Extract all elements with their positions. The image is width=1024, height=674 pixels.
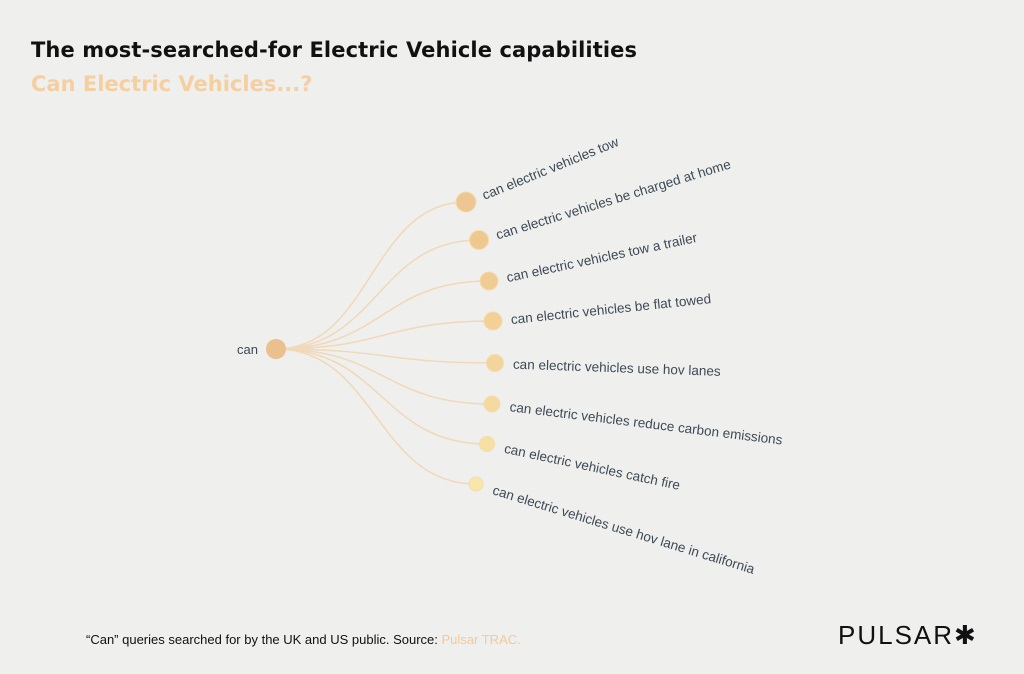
pulsar-logo: PULSAR✱ [838, 620, 978, 650]
source-link[interactable]: Pulsar TRAC. [441, 632, 521, 647]
child-label: can electric vehicles tow a trailer [505, 230, 699, 285]
child-node[interactable] [483, 395, 501, 413]
child-label: can electric vehicles catch fire [503, 441, 682, 493]
child-label: can electric vehicles reduce carbon emis… [509, 399, 784, 447]
footer-note: “Can” queries searched for by the UK and… [86, 632, 521, 647]
child-node[interactable] [479, 271, 499, 291]
tree-link [275, 201, 467, 350]
footer-text: “Can” queries searched for by the UK and… [86, 632, 442, 647]
child-node[interactable] [486, 354, 504, 372]
tree-link [275, 348, 493, 405]
child-node[interactable] [455, 191, 477, 213]
child-label: can electric vehicles use hov lane in ca… [491, 483, 757, 577]
tree-link [275, 320, 494, 350]
root-node[interactable] [266, 339, 286, 359]
child-label: can electric vehicles use hov lanes [513, 357, 722, 379]
page-title: The most-searched-for Electric Vehicle c… [31, 38, 638, 62]
tree-link [275, 280, 490, 350]
child-label: can electric vehicles be flat towed [510, 291, 712, 327]
root-label: can [237, 342, 258, 357]
child-label: can electric vehicles tow [480, 134, 621, 203]
tree-link [275, 348, 496, 364]
tree-link [275, 348, 477, 485]
child-node[interactable] [469, 230, 489, 250]
child-node[interactable] [468, 476, 484, 492]
child-node[interactable] [483, 311, 503, 331]
tree-link [275, 348, 488, 445]
tree-link [275, 239, 480, 350]
page-subtitle: Can Electric Vehicles...? [31, 72, 313, 96]
child-node[interactable] [479, 436, 495, 452]
